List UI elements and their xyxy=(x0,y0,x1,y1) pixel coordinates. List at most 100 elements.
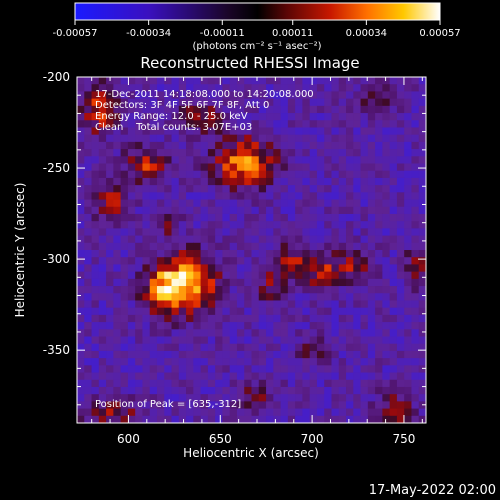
heatmap-pixel xyxy=(273,163,281,172)
heatmap-pixel xyxy=(120,386,129,395)
heatmap-pixel xyxy=(331,271,340,280)
heatmap-pixel xyxy=(382,379,391,388)
heatmap-pixel xyxy=(142,127,151,136)
heatmap-pixel xyxy=(331,206,340,215)
heatmap-pixel xyxy=(295,286,303,294)
heatmap-pixel xyxy=(178,177,187,186)
heatmap-pixel xyxy=(215,113,223,121)
heatmap-pixel xyxy=(331,242,340,251)
heatmap-pixel xyxy=(404,293,412,301)
heatmap-pixel xyxy=(324,264,332,273)
heatmap-pixel xyxy=(244,185,252,193)
heatmap-pixel xyxy=(127,415,136,424)
heatmap-pixel xyxy=(215,293,223,301)
heatmap-pixel xyxy=(229,257,238,265)
heatmap-pixel xyxy=(295,372,303,381)
heatmap-pixel xyxy=(404,314,412,323)
heatmap-pixel xyxy=(222,221,231,229)
heatmap-pixel xyxy=(222,127,231,136)
heatmap-pixel xyxy=(142,322,151,330)
heatmap-pixel xyxy=(360,206,369,215)
heatmap-pixel xyxy=(338,386,347,395)
heatmap-pixel xyxy=(418,156,427,164)
heatmap-pixel xyxy=(360,293,369,301)
heatmap-pixel xyxy=(346,149,354,157)
heatmap-pixel xyxy=(91,199,100,208)
heatmap-pixel xyxy=(346,379,354,388)
heatmap-pixel xyxy=(287,336,296,345)
heatmap-pixel xyxy=(186,322,194,330)
heatmap-pixel xyxy=(338,163,347,172)
heatmap-pixel xyxy=(266,149,274,157)
heatmap-pixel xyxy=(77,365,85,373)
heatmap-pixel xyxy=(353,177,361,186)
heatmap-pixel xyxy=(309,77,318,85)
heatmap-pixel xyxy=(346,408,354,417)
heatmap-pixel xyxy=(106,177,114,186)
heatmap-pixel xyxy=(389,257,398,265)
heatmap-pixel xyxy=(200,170,209,179)
heatmap-pixel xyxy=(353,98,361,107)
heatmap-pixel xyxy=(375,127,383,136)
heatmap-pixel xyxy=(149,257,158,265)
heatmap-pixel xyxy=(338,336,347,345)
heatmap-pixel xyxy=(200,257,209,265)
heatmap-pixel xyxy=(236,379,245,388)
heatmap-pixel xyxy=(244,394,252,402)
heatmap-pixel xyxy=(84,257,92,265)
heatmap-pixel xyxy=(251,271,260,280)
heatmap-pixel xyxy=(149,314,158,323)
heatmap-pixel xyxy=(149,228,158,236)
heatmap-pixel xyxy=(360,365,369,373)
heatmap-pixel xyxy=(164,213,172,222)
heatmap-pixel xyxy=(375,105,383,114)
heatmap-pixel xyxy=(127,98,136,107)
heatmap-pixel xyxy=(404,91,412,100)
heatmap-pixel xyxy=(411,386,420,395)
heatmap-pixel xyxy=(229,77,238,85)
heatmap-pixel xyxy=(251,206,260,215)
heatmap-pixel xyxy=(353,365,361,373)
heatmap-pixel xyxy=(127,293,136,301)
heatmap-pixel xyxy=(375,113,383,121)
heatmap-pixel xyxy=(280,192,289,200)
heatmap-pixel xyxy=(353,250,361,258)
heatmap-pixel xyxy=(142,415,151,424)
heatmap-pixel xyxy=(244,163,252,172)
heatmap-pixel xyxy=(98,98,107,107)
heatmap-pixel xyxy=(404,120,412,128)
heatmap-pixel xyxy=(418,300,427,309)
heatmap-pixel xyxy=(258,394,267,402)
heatmap-pixel xyxy=(353,221,361,229)
heatmap-pixel xyxy=(287,213,296,222)
heatmap-pixel xyxy=(273,141,281,150)
heatmap-pixel xyxy=(207,372,216,381)
heatmap-pixel xyxy=(207,149,216,157)
heatmap-pixel xyxy=(193,322,201,330)
heatmap-pixel xyxy=(295,278,303,287)
heatmap-pixel xyxy=(411,156,420,164)
heatmap-pixel xyxy=(324,322,332,330)
heatmap-pixel xyxy=(346,84,354,92)
heatmap-pixel xyxy=(316,235,325,244)
heatmap-pixel xyxy=(149,134,158,143)
heatmap-pixel xyxy=(324,228,332,236)
heatmap-pixel xyxy=(273,170,281,179)
heatmap-pixel xyxy=(98,358,107,366)
heatmap-pixel xyxy=(106,163,114,172)
heatmap-pixel xyxy=(382,221,391,229)
heatmap-pixel xyxy=(316,415,325,424)
heatmap-pixel xyxy=(229,134,238,143)
heatmap-pixel xyxy=(113,206,122,215)
heatmap-pixel xyxy=(346,386,354,395)
heatmap-pixel xyxy=(287,372,296,381)
heatmap-pixel xyxy=(367,221,376,229)
heatmap-pixel xyxy=(135,141,143,150)
heatmap-pixel xyxy=(251,394,260,402)
heatmap-pixel xyxy=(280,77,289,85)
heatmap-pixel xyxy=(346,177,354,186)
heatmap-pixel xyxy=(236,98,245,107)
heatmap-pixel xyxy=(207,257,216,265)
heatmap-pixel xyxy=(258,415,267,424)
heatmap-pixel xyxy=(280,264,289,273)
